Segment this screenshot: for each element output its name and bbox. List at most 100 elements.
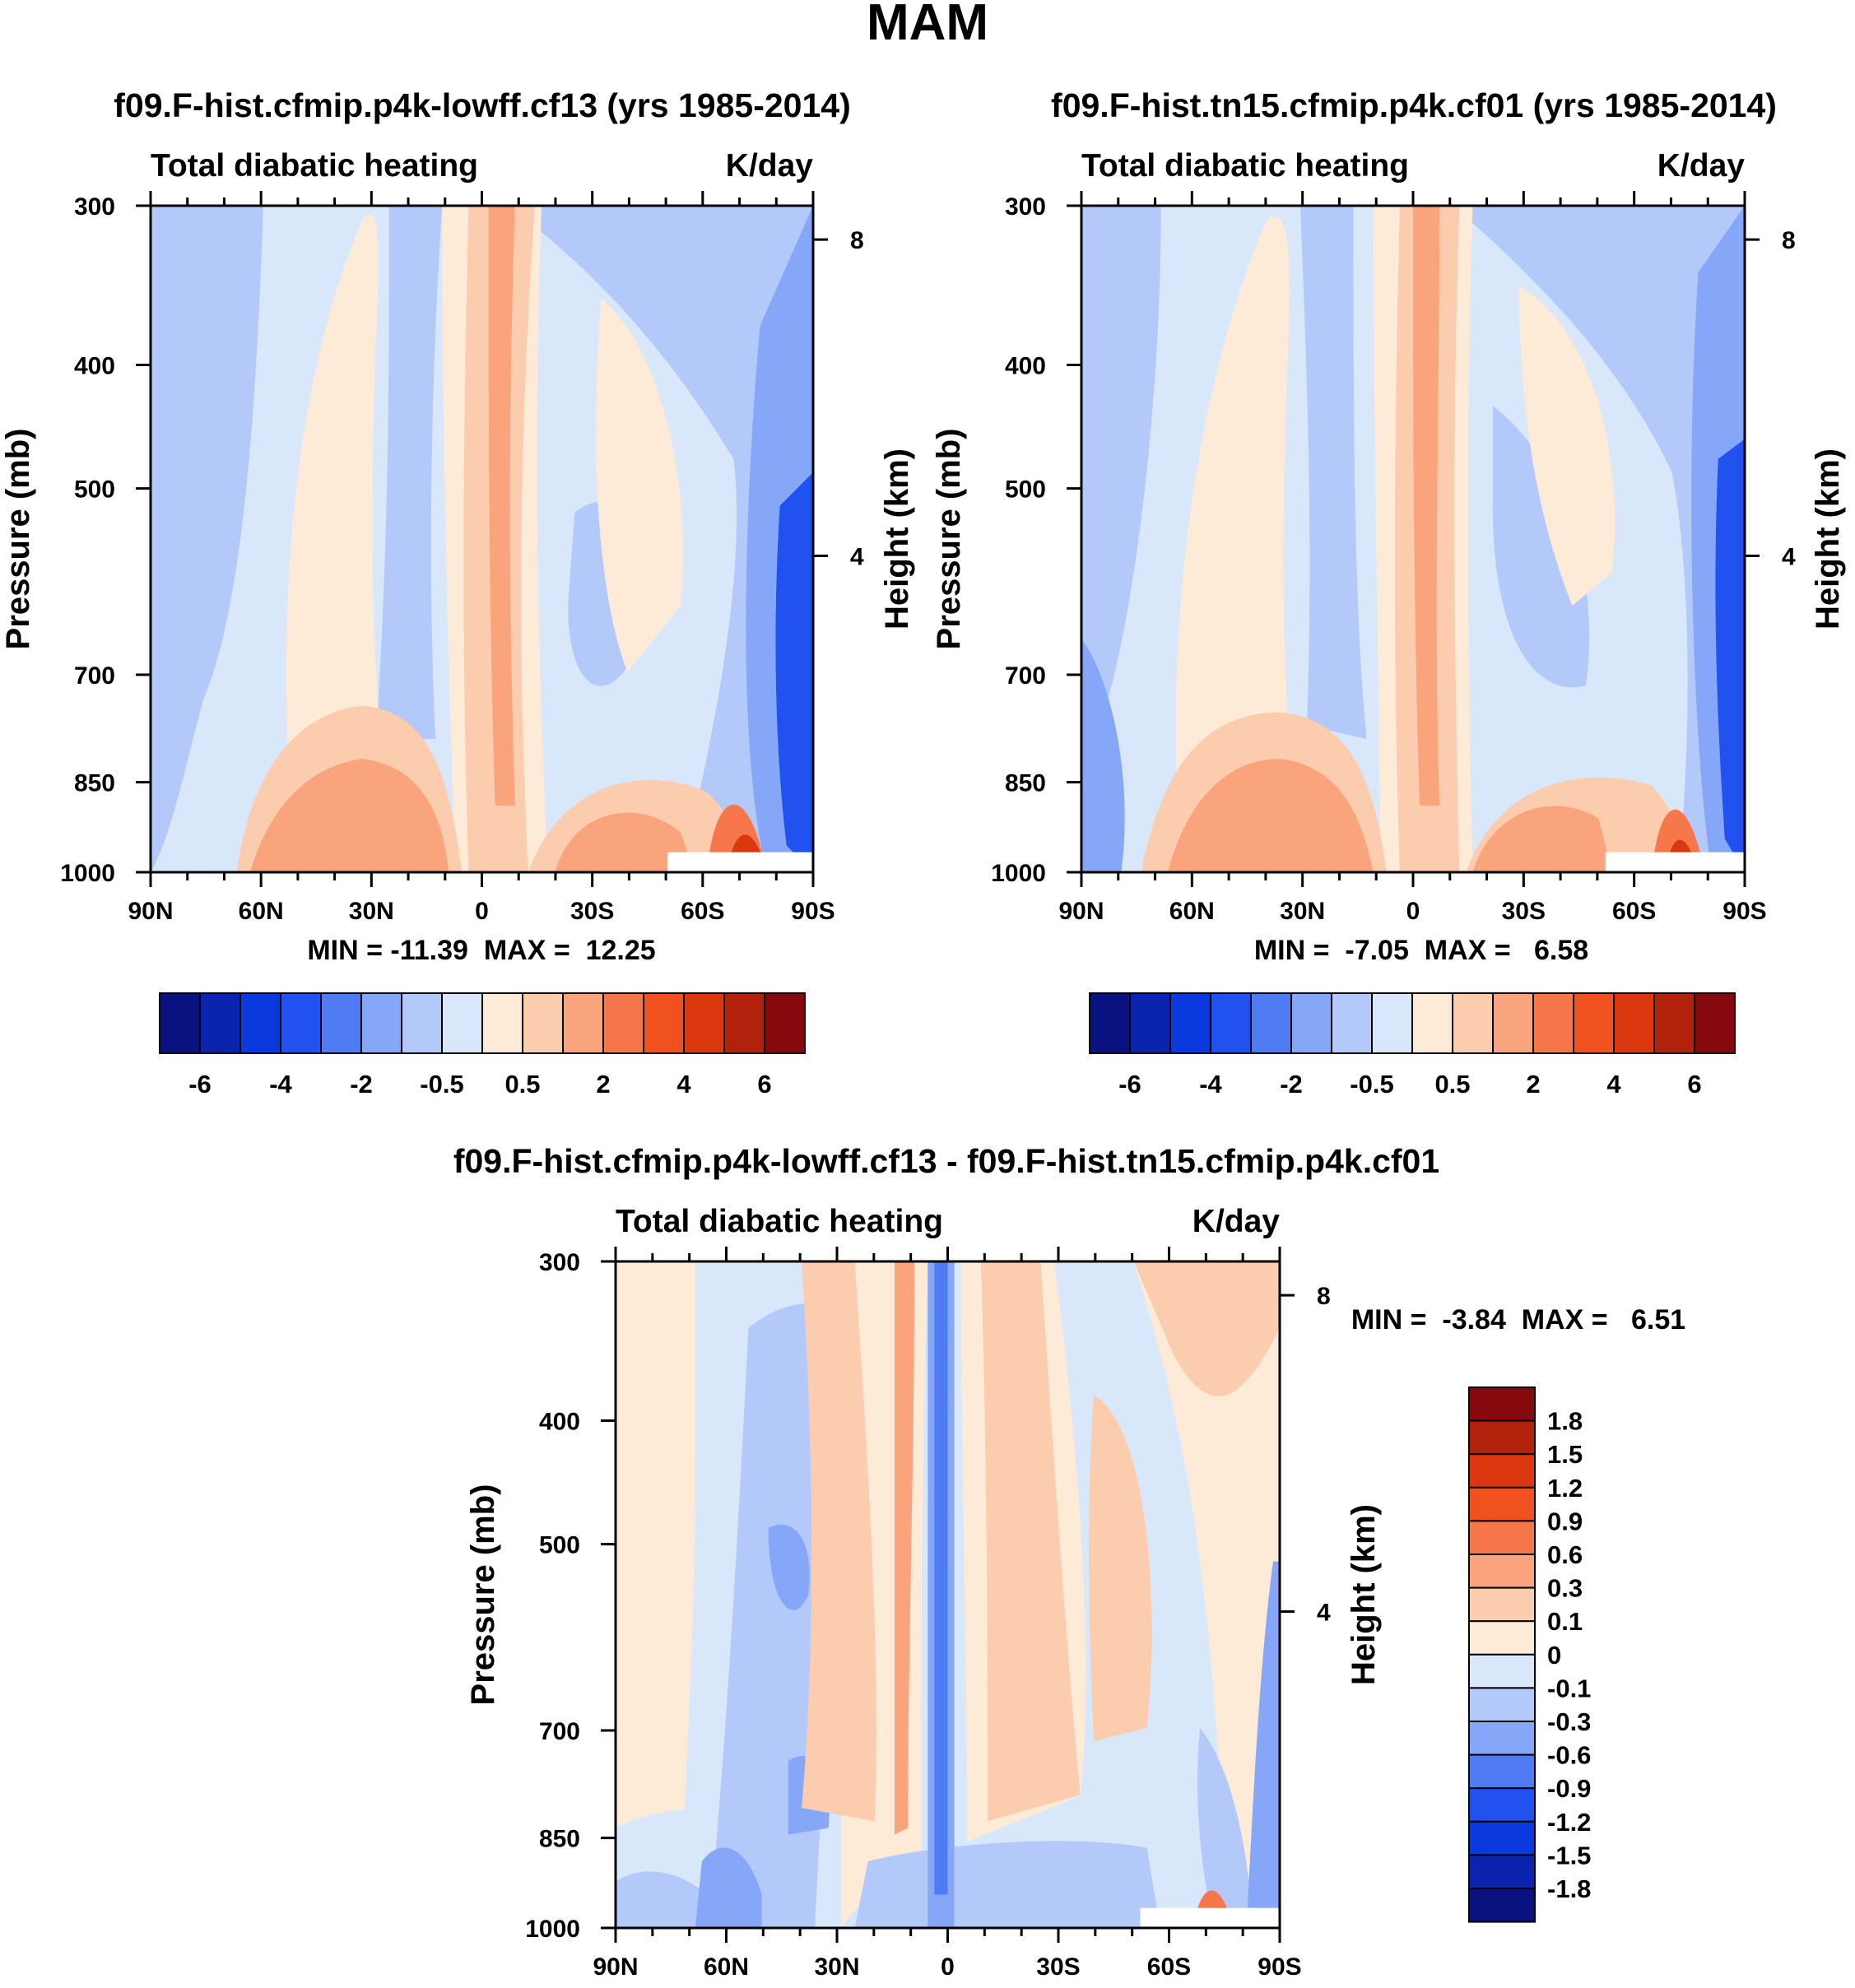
colorbar-swatch: [401, 992, 443, 1054]
colorbar-swatch: [360, 992, 402, 1054]
y2-tick-label: 4: [1782, 544, 1796, 571]
colorbar-label: -0.9: [1547, 1774, 1591, 1803]
colorbar-swatch: [199, 992, 241, 1054]
x-tick-label: 30N: [349, 898, 394, 925]
colorbar-swatch: [1468, 1586, 1536, 1623]
colorbar-label: -0.5: [1350, 1070, 1393, 1099]
x-tick-label: 60S: [681, 898, 724, 925]
contour-band: [596, 299, 684, 672]
colorbar-label: -1.5: [1547, 1841, 1591, 1870]
colorbar-swatch: [723, 992, 765, 1054]
y-tick-label: 400: [539, 1409, 580, 1436]
y-tick-label: 1000: [991, 860, 1046, 887]
panel-1-ylabel: Pressure (mb): [0, 429, 36, 650]
y-tick-label: 300: [1005, 193, 1046, 221]
panel-3-y-axis: 300 400 500 700 850 1000: [525, 1249, 616, 1943]
colorbar-label: -2: [1280, 1070, 1303, 1099]
y2-tick-label: 8: [850, 227, 864, 254]
colorbar-label: -1.8: [1547, 1874, 1591, 1903]
panel-1-x-axis: 90N 60N 30N 0 30S 60S 90S: [128, 191, 835, 925]
y2-tick-label: 8: [1317, 1283, 1331, 1310]
y-tick-label: 400: [74, 353, 115, 380]
colorbar-swatch: [1129, 992, 1171, 1054]
colorbar-swatch: [764, 992, 806, 1054]
figure-title: MAM: [867, 0, 988, 51]
panel-1-y2-axis: 84: [813, 227, 864, 571]
y2-tick-label: 4: [850, 544, 864, 571]
contour-band: [1715, 439, 1745, 872]
colorbar-label: 2: [596, 1070, 610, 1099]
panel-3-field: [616, 1261, 1280, 1928]
colorbar-label: -4: [1199, 1070, 1222, 1099]
panel-3-y2-axis: 84: [1280, 1283, 1331, 1627]
contour-band: [775, 472, 813, 872]
y-tick-label: 850: [539, 1826, 580, 1853]
x-tick-label: 90S: [791, 898, 835, 925]
colorbar-swatch: [441, 992, 483, 1054]
colorbar-swatch: [1468, 1386, 1536, 1422]
x-tick-label: 0: [941, 1953, 955, 1981]
colorbar-label: 0.1: [1547, 1607, 1583, 1636]
colorbar-label: 1.5: [1547, 1440, 1583, 1469]
contour-band: [1492, 406, 1590, 688]
y-tick-label: 850: [1005, 770, 1046, 797]
panel-2-x-axis: 90N 60N 30N 0 30S 60S 90S: [1058, 191, 1767, 925]
colorbar-label: 1.8: [1547, 1407, 1583, 1436]
colorbar-label: 0.5: [504, 1070, 540, 1099]
panel-2-variable-label: Total diabatic heating: [1081, 148, 1409, 183]
contour-band: [1518, 286, 1615, 606]
colorbar-label: 2: [1526, 1070, 1540, 1099]
colorbar-swatch: [1089, 992, 1131, 1054]
colorbar-label: 0.6: [1547, 1540, 1583, 1569]
panel-2-y-axis: 300 400 500 700 850 1000: [991, 193, 1081, 887]
x-tick-label: 90N: [593, 1953, 638, 1981]
contour-band: [1413, 206, 1440, 806]
panel-3-ylabel: Pressure (mb): [465, 1484, 501, 1706]
colorbar-label: -1.2: [1547, 1808, 1591, 1837]
colorbar-swatch: [1468, 1787, 1536, 1823]
colorbar-label: -6: [188, 1070, 212, 1099]
colorbar-swatch: [1532, 992, 1574, 1054]
y-tick-label: 700: [539, 1718, 580, 1745]
panel-1-colorbar: -6 -4 -2 -0.5 0.5 2 4 6: [159, 992, 806, 1099]
x-tick-label: 90S: [1723, 898, 1766, 925]
x-tick-label: 0: [475, 898, 489, 925]
panel-1: f09.F-hist.cfmip.p4k-lowff.cf13 (yrs 198…: [0, 86, 915, 1099]
panel-1-y-axis: 300 400 500 700 850 1000: [60, 193, 151, 887]
panel-3: f09.F-hist.cfmip.p4k-lowff.cf13 - f09.F-…: [453, 1142, 1685, 1981]
colorbar-swatch: [1468, 1854, 1536, 1889]
contour-band: [508, 206, 813, 872]
contour-band: [1197, 1728, 1253, 1928]
missing-data: [1605, 852, 1745, 872]
colorbar-swatch: [280, 992, 322, 1054]
y2-tick-label: 8: [1782, 227, 1796, 254]
colorbar-swatch: [1694, 992, 1736, 1054]
contour-band: [488, 206, 515, 806]
panel-2-y2label: Height (km): [1810, 448, 1846, 629]
y-tick-label: 500: [539, 1532, 580, 1559]
panel-1-field: [151, 206, 813, 872]
contour-band: [841, 1261, 1227, 1928]
contour-band: [1088, 1395, 1152, 1742]
x-tick-label: 90N: [128, 898, 173, 925]
panel-2-title: f09.F-hist.tn15.cfmip.p4k.cf01 (yrs 1985…: [1051, 86, 1777, 124]
colorbar-label: 4: [1606, 1070, 1621, 1099]
contour-band: [151, 206, 263, 872]
y-tick-label: 700: [74, 662, 115, 690]
colorbar-swatch: [481, 992, 523, 1054]
contour-band: [616, 1871, 709, 1928]
colorbar-swatch: [1468, 1453, 1536, 1489]
colorbar-swatch: [1468, 1687, 1536, 1722]
panel-2-colorbar: -6 -4 -2 -0.5 0.5 2 4 6: [1089, 992, 1736, 1099]
contour-band: [1472, 806, 1612, 872]
x-tick-label: 60N: [704, 1953, 749, 1981]
panel-3-x-axis: 90N 60N 30N 0 30S 60S 90S: [593, 1247, 1302, 1981]
colorbar-swatch: [159, 992, 201, 1054]
y-tick-label: 1000: [60, 860, 115, 887]
panel-2: f09.F-hist.tn15.cfmip.p4k.cf01 (yrs 1985…: [931, 86, 1846, 1099]
x-tick-label: 90N: [1058, 898, 1104, 925]
colorbar-swatch: [1169, 992, 1211, 1054]
colorbar-swatch: [1468, 1721, 1536, 1756]
y-tick-label: 400: [1005, 353, 1046, 380]
panel-3-y2label: Height (km): [1346, 1504, 1382, 1685]
